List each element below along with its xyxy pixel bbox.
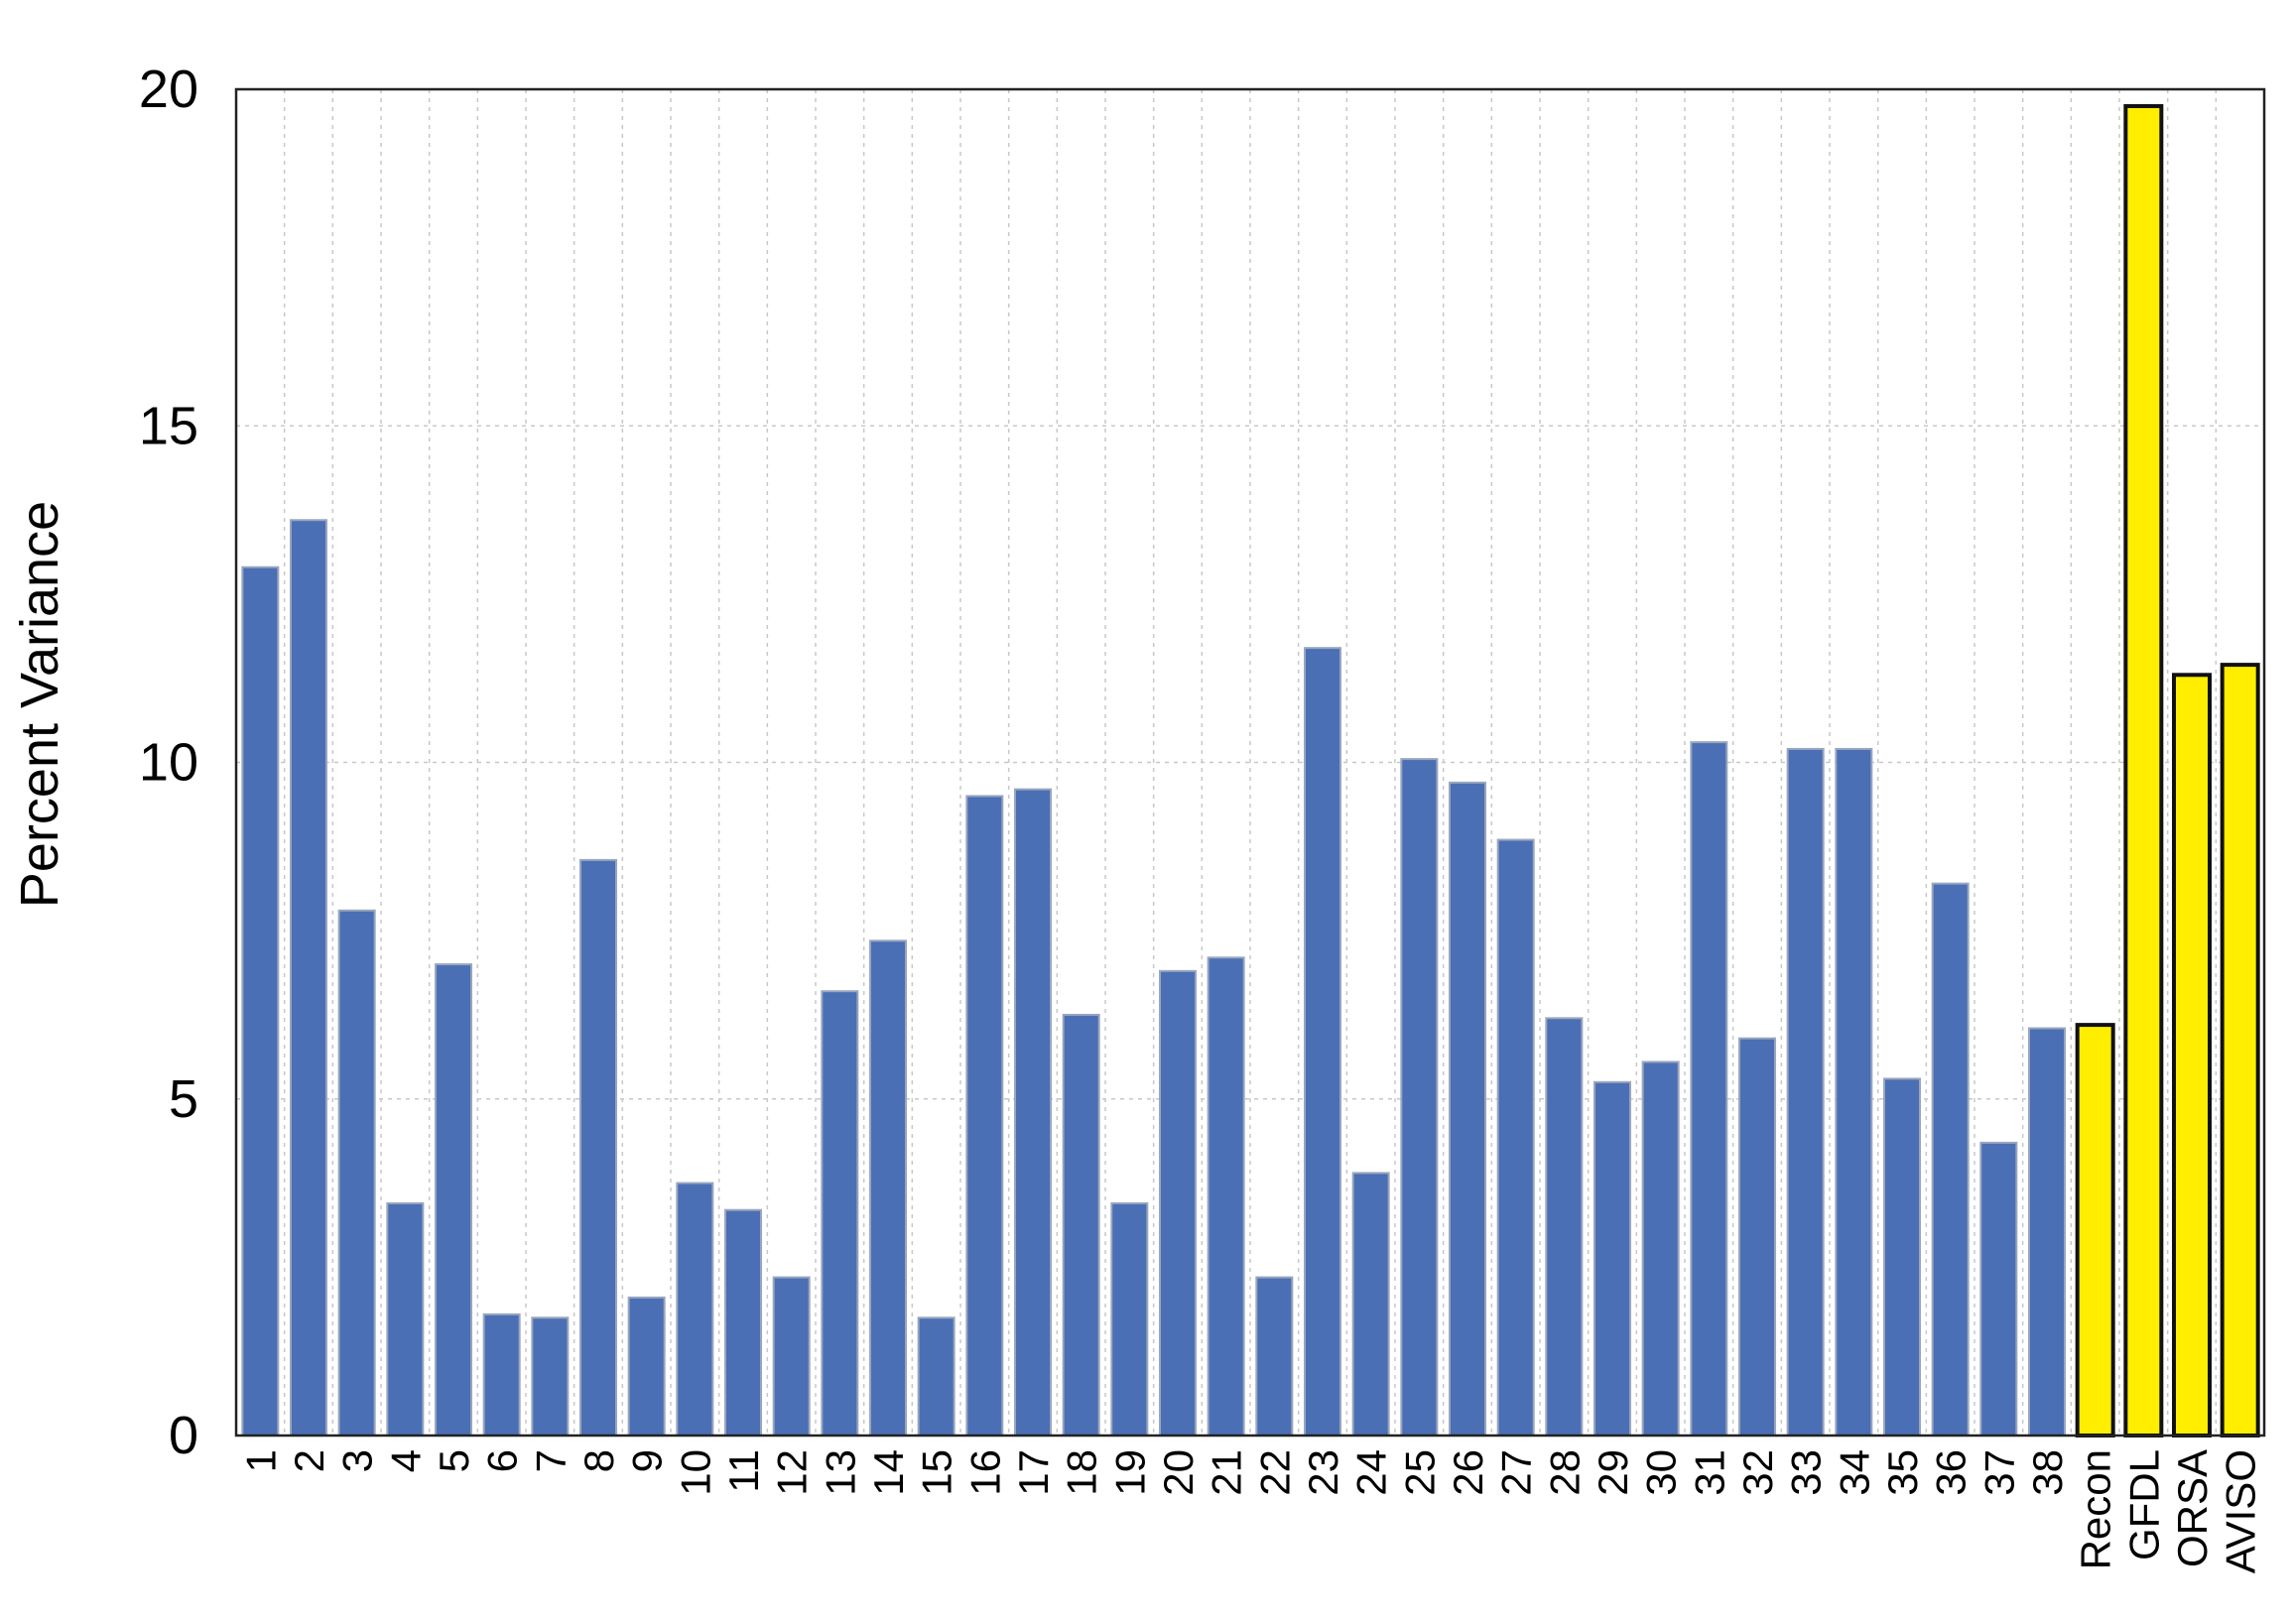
x-tick-label: 31 — [1686, 1449, 1732, 1496]
plot-frame — [234, 87, 2266, 1437]
x-tick-label: 11 — [720, 1449, 767, 1493]
bar-17 — [1013, 788, 1053, 1437]
x-tick-label: 35 — [1879, 1449, 1926, 1496]
bar-27 — [1496, 838, 1535, 1437]
x-tick-label: 36 — [1928, 1449, 1975, 1496]
x-tick-label: 25 — [1396, 1449, 1443, 1496]
x-tick-label: 9 — [624, 1449, 671, 1472]
bar-5 — [434, 963, 473, 1437]
x-tick-label: 7 — [527, 1449, 574, 1472]
x-tick-label: 27 — [1493, 1449, 1540, 1496]
y-tick-label: 15 — [139, 396, 198, 455]
bar-19 — [1110, 1201, 1149, 1437]
y-tick-label: 20 — [139, 60, 198, 119]
y-tick-label: 5 — [169, 1069, 198, 1129]
x-tick-label: 16 — [961, 1449, 1008, 1496]
x-tick-label: 37 — [1975, 1449, 2022, 1496]
x-tick-label: AVISO — [2218, 1449, 2264, 1573]
x-tick-label: 20 — [1155, 1449, 1202, 1496]
bar-12 — [772, 1276, 811, 1437]
bar-aviso — [2220, 663, 2260, 1437]
x-tick-label: 6 — [479, 1449, 526, 1472]
bar-6 — [482, 1312, 521, 1437]
x-tick-label: 19 — [1106, 1449, 1153, 1496]
bar-23 — [1303, 647, 1342, 1437]
bar-22 — [1255, 1276, 1294, 1437]
x-tick-label: 8 — [575, 1449, 622, 1472]
x-tick-label: 3 — [334, 1449, 381, 1472]
x-tick-label: 30 — [1638, 1449, 1685, 1496]
x-tick-label: 5 — [431, 1449, 477, 1472]
bar-4 — [386, 1201, 425, 1437]
x-tick-label: 29 — [1590, 1449, 1636, 1496]
x-tick-label: 14 — [865, 1449, 912, 1496]
bar-26 — [1448, 781, 1487, 1437]
x-tick-label: 28 — [1541, 1449, 1588, 1496]
x-tick-label: 10 — [672, 1449, 718, 1496]
bar-3 — [337, 909, 376, 1437]
bar-29 — [1593, 1080, 1632, 1437]
bar-2 — [289, 519, 328, 1437]
bar-28 — [1545, 1017, 1584, 1437]
x-tick-label: 15 — [914, 1449, 960, 1496]
x-tick-label: 34 — [1831, 1449, 1877, 1496]
bar-15 — [917, 1316, 956, 1437]
x-tick-label: GFDL — [2120, 1449, 2167, 1561]
y-axis-label: Percent Variance — [10, 501, 69, 908]
axes — [234, 87, 2266, 1437]
x-tick-label: ORSA — [2169, 1449, 2216, 1567]
bars — [241, 103, 2260, 1437]
bar-14 — [868, 939, 908, 1437]
y-tick-label: 0 — [169, 1406, 198, 1465]
bar-20 — [1158, 969, 1198, 1437]
bar-13 — [821, 990, 859, 1437]
x-tick-label: 24 — [1348, 1449, 1395, 1496]
x-tick-label: 26 — [1445, 1449, 1491, 1496]
bar-gfdl — [2123, 103, 2164, 1437]
bar-7 — [531, 1316, 570, 1437]
bar-9 — [627, 1296, 666, 1437]
x-tick-label: 12 — [769, 1449, 816, 1496]
x-tick-label: 21 — [1204, 1449, 1250, 1496]
bar-33 — [1786, 747, 1825, 1437]
bar-18 — [1062, 1013, 1100, 1437]
x-tick-label: 38 — [2024, 1449, 2071, 1496]
bar-8 — [578, 858, 618, 1437]
x-tick-label: 23 — [1300, 1449, 1346, 1496]
bar-25 — [1400, 758, 1439, 1437]
x-tick-label: 32 — [1734, 1449, 1781, 1496]
bar-10 — [676, 1182, 714, 1437]
y-tick-label: 10 — [139, 733, 198, 793]
x-tick-label: 17 — [1010, 1449, 1057, 1496]
bar-37 — [1979, 1141, 2018, 1437]
x-tick-label: 18 — [1059, 1449, 1105, 1496]
bar-31 — [1690, 741, 1728, 1437]
bar-30 — [1641, 1061, 1680, 1437]
x-tick-label: 2 — [286, 1449, 332, 1472]
bar-35 — [1882, 1077, 1922, 1437]
bar-recon — [2075, 1023, 2115, 1437]
x-tick-labels: 1 2 3 4 5 6 7 8 9 10 11 12 13 14 15 16 17 18 19 20 21 22 23 24 2… — [237, 1449, 2263, 1573]
bar-36 — [1931, 882, 1970, 1437]
x-tick-label: Recon — [2073, 1449, 2119, 1569]
bar-24 — [1351, 1172, 1390, 1437]
bar-11 — [723, 1208, 763, 1437]
x-tick-label: 1 — [237, 1449, 284, 1472]
bar-1 — [241, 565, 280, 1437]
x-tick-label: 4 — [382, 1449, 429, 1472]
bar-32 — [1737, 1037, 1777, 1437]
bar-38 — [2027, 1027, 2067, 1437]
bar-16 — [965, 795, 1004, 1437]
grid-lines — [236, 89, 2264, 1436]
x-tick-label: 22 — [1251, 1449, 1298, 1496]
x-tick-label: 33 — [1783, 1449, 1830, 1496]
bar-21 — [1207, 956, 1245, 1437]
y-tick-labels: 0 5 10 15 20 — [139, 60, 198, 1465]
bar-34 — [1835, 747, 1873, 1437]
bar-orsa — [2171, 673, 2213, 1437]
x-tick-label: 13 — [817, 1449, 863, 1496]
